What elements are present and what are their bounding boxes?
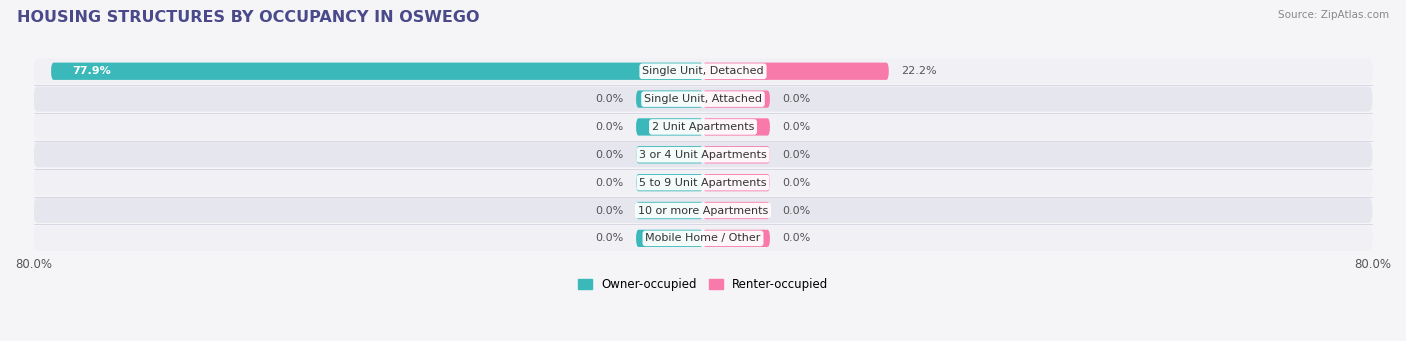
- Text: 0.0%: 0.0%: [595, 206, 623, 216]
- FancyBboxPatch shape: [34, 170, 1372, 195]
- FancyBboxPatch shape: [703, 230, 770, 247]
- FancyBboxPatch shape: [51, 63, 703, 80]
- Text: 0.0%: 0.0%: [783, 233, 811, 243]
- FancyBboxPatch shape: [34, 87, 1372, 112]
- FancyBboxPatch shape: [636, 230, 703, 247]
- FancyBboxPatch shape: [636, 90, 703, 108]
- Text: 0.0%: 0.0%: [595, 94, 623, 104]
- Text: 0.0%: 0.0%: [595, 178, 623, 188]
- Text: 3 or 4 Unit Apartments: 3 or 4 Unit Apartments: [640, 150, 766, 160]
- Text: 0.0%: 0.0%: [783, 94, 811, 104]
- FancyBboxPatch shape: [34, 59, 1372, 84]
- Text: 0.0%: 0.0%: [783, 150, 811, 160]
- Text: 2 Unit Apartments: 2 Unit Apartments: [652, 122, 754, 132]
- FancyBboxPatch shape: [636, 118, 703, 136]
- Legend: Owner-occupied, Renter-occupied: Owner-occupied, Renter-occupied: [578, 278, 828, 291]
- Text: Single Unit, Attached: Single Unit, Attached: [644, 94, 762, 104]
- Text: 0.0%: 0.0%: [783, 122, 811, 132]
- Text: 0.0%: 0.0%: [783, 178, 811, 188]
- FancyBboxPatch shape: [703, 90, 770, 108]
- Text: 0.0%: 0.0%: [783, 206, 811, 216]
- Text: 5 to 9 Unit Apartments: 5 to 9 Unit Apartments: [640, 178, 766, 188]
- FancyBboxPatch shape: [703, 63, 889, 80]
- FancyBboxPatch shape: [34, 198, 1372, 223]
- Text: Source: ZipAtlas.com: Source: ZipAtlas.com: [1278, 10, 1389, 20]
- FancyBboxPatch shape: [703, 146, 770, 163]
- FancyBboxPatch shape: [703, 202, 770, 219]
- Text: 0.0%: 0.0%: [595, 233, 623, 243]
- Text: 0.0%: 0.0%: [595, 122, 623, 132]
- Text: Mobile Home / Other: Mobile Home / Other: [645, 233, 761, 243]
- FancyBboxPatch shape: [34, 142, 1372, 167]
- Text: 22.2%: 22.2%: [901, 66, 936, 76]
- FancyBboxPatch shape: [636, 174, 703, 191]
- Text: HOUSING STRUCTURES BY OCCUPANCY IN OSWEGO: HOUSING STRUCTURES BY OCCUPANCY IN OSWEG…: [17, 10, 479, 25]
- Text: Single Unit, Detached: Single Unit, Detached: [643, 66, 763, 76]
- FancyBboxPatch shape: [636, 202, 703, 219]
- FancyBboxPatch shape: [34, 226, 1372, 251]
- Text: 77.9%: 77.9%: [72, 66, 111, 76]
- FancyBboxPatch shape: [34, 115, 1372, 139]
- Text: 0.0%: 0.0%: [595, 150, 623, 160]
- FancyBboxPatch shape: [703, 118, 770, 136]
- FancyBboxPatch shape: [703, 174, 770, 191]
- FancyBboxPatch shape: [636, 146, 703, 163]
- Text: 10 or more Apartments: 10 or more Apartments: [638, 206, 768, 216]
